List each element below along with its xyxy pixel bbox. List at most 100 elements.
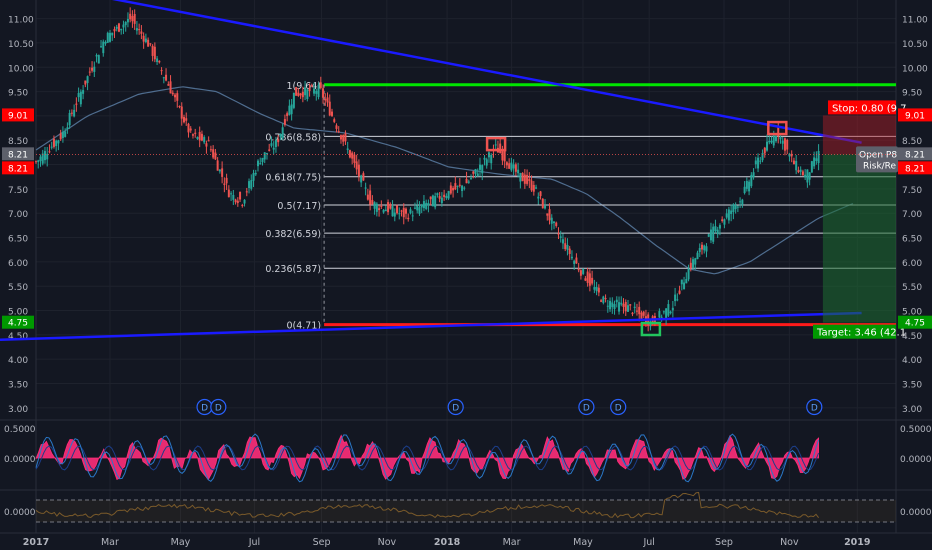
candle-body <box>194 132 197 134</box>
candle-body <box>799 169 802 172</box>
candle-body <box>445 195 448 199</box>
candle-body <box>808 172 811 180</box>
candle-body <box>422 201 425 209</box>
fib-retracement[interactable]: 1(9.64) 0.786(8.58) 0.618(7.75) 0.5(7.17) 0.… <box>265 81 896 332</box>
candle-body <box>561 239 564 244</box>
x-tick-label: 2019 <box>844 537 870 548</box>
candle-body <box>326 97 329 103</box>
candle-body <box>355 161 358 170</box>
candle-body <box>346 148 349 150</box>
dividend-marker[interactable]: D <box>210 398 227 416</box>
x-tick-label: May <box>573 537 593 548</box>
stop-label: Stop: 0.80 (9.7 <box>828 100 907 115</box>
candle-body <box>82 90 85 94</box>
candle-body <box>467 181 470 183</box>
candle-body <box>268 149 271 151</box>
candle-body <box>786 139 789 150</box>
candle-body <box>304 87 307 96</box>
highlight-marker[interactable] <box>767 120 788 136</box>
candle-body <box>52 138 55 147</box>
dividend-label: D <box>215 404 222 414</box>
candle-body <box>413 207 416 209</box>
candle-body <box>586 271 589 283</box>
candle-body <box>227 189 230 198</box>
osc2-line <box>35 491 819 519</box>
candle-body <box>806 169 809 183</box>
candle-body <box>400 210 403 212</box>
dividend-marker[interactable]: D <box>610 398 627 416</box>
candle-body <box>360 175 363 183</box>
candle-body <box>236 200 239 203</box>
candle-body <box>532 184 535 192</box>
dividend-circle <box>610 398 627 416</box>
trendlines[interactable] <box>0 0 862 341</box>
dividend-marker[interactable]: D <box>806 398 823 416</box>
candle-body <box>108 32 111 42</box>
position-info-line-2: Risk/Re <box>863 161 897 171</box>
candle-body <box>523 174 526 184</box>
candle-body <box>508 163 511 169</box>
candle-body <box>669 311 672 314</box>
candle-body <box>176 93 179 101</box>
trendline[interactable] <box>0 0 862 144</box>
candle-body <box>694 258 697 265</box>
highlight-marker[interactable] <box>640 321 662 337</box>
y-tick-label-right: 4.50 <box>902 332 922 342</box>
dividend-marker[interactable]: D <box>196 398 213 416</box>
short-position-tool[interactable]: Stop: 0.80 (9.7 Target: 3.46 (42.1 Open P8… <box>36 100 907 339</box>
candle-body <box>438 196 441 199</box>
candle-body <box>252 173 255 181</box>
candle-body <box>454 183 457 190</box>
price-labels: 9.01 8.21 8.21 4.75 9.01 8.21 8.21 4.75 <box>2 108 932 329</box>
candle-body <box>541 198 544 209</box>
osc1-tick-left: 0.0000 <box>4 455 36 465</box>
price-label-left-bg <box>2 108 34 122</box>
highlight-marker[interactable] <box>485 136 507 152</box>
candle-body <box>772 135 775 146</box>
dividend-marker[interactable]: D <box>447 398 464 416</box>
x-tick-label: Nov <box>378 537 397 548</box>
candle-body <box>366 194 369 200</box>
candle-body <box>95 55 98 57</box>
candle-body <box>322 88 325 98</box>
candle-body <box>50 146 53 148</box>
x-tick-label: May <box>171 537 191 548</box>
candle-body <box>528 178 531 182</box>
trendline[interactable] <box>0 311 862 341</box>
osc1-tick-right: 0.0000 <box>900 455 932 465</box>
candle-body <box>353 154 356 163</box>
candle-body <box>174 94 177 98</box>
candle-body <box>200 133 203 141</box>
candle-body <box>692 259 695 268</box>
candle-body <box>801 171 804 176</box>
candle-body <box>665 308 668 319</box>
price-label-left: 9.01 <box>2 108 34 122</box>
candle-body <box>795 160 798 171</box>
dividend-circle <box>210 398 227 416</box>
candle-body <box>548 209 551 221</box>
candle-body <box>725 213 728 218</box>
dividend-marker[interactable]: D <box>578 398 595 416</box>
candle-body <box>138 29 141 31</box>
x-tick-label: Sep <box>313 537 331 548</box>
y-tick-label-right: 9.50 <box>902 89 922 99</box>
candle-body <box>382 209 385 213</box>
candle-body <box>153 46 156 60</box>
candle-body <box>602 296 605 303</box>
price-label-right-text: 9.01 <box>905 111 925 121</box>
highlight-markers[interactable] <box>485 120 788 337</box>
y-tick-label-left: 3.00 <box>8 405 28 415</box>
dividend-circle <box>806 398 823 416</box>
dividend-label: D <box>811 404 818 414</box>
candle-body <box>700 244 703 250</box>
price-label-left-bg <box>2 147 34 161</box>
candle-body <box>483 157 486 160</box>
y-tick-label-left: 9.50 <box>8 89 28 99</box>
candle-body <box>618 302 621 312</box>
candle-body <box>597 287 600 293</box>
candle-body <box>416 205 419 211</box>
candle-body <box>274 139 277 147</box>
